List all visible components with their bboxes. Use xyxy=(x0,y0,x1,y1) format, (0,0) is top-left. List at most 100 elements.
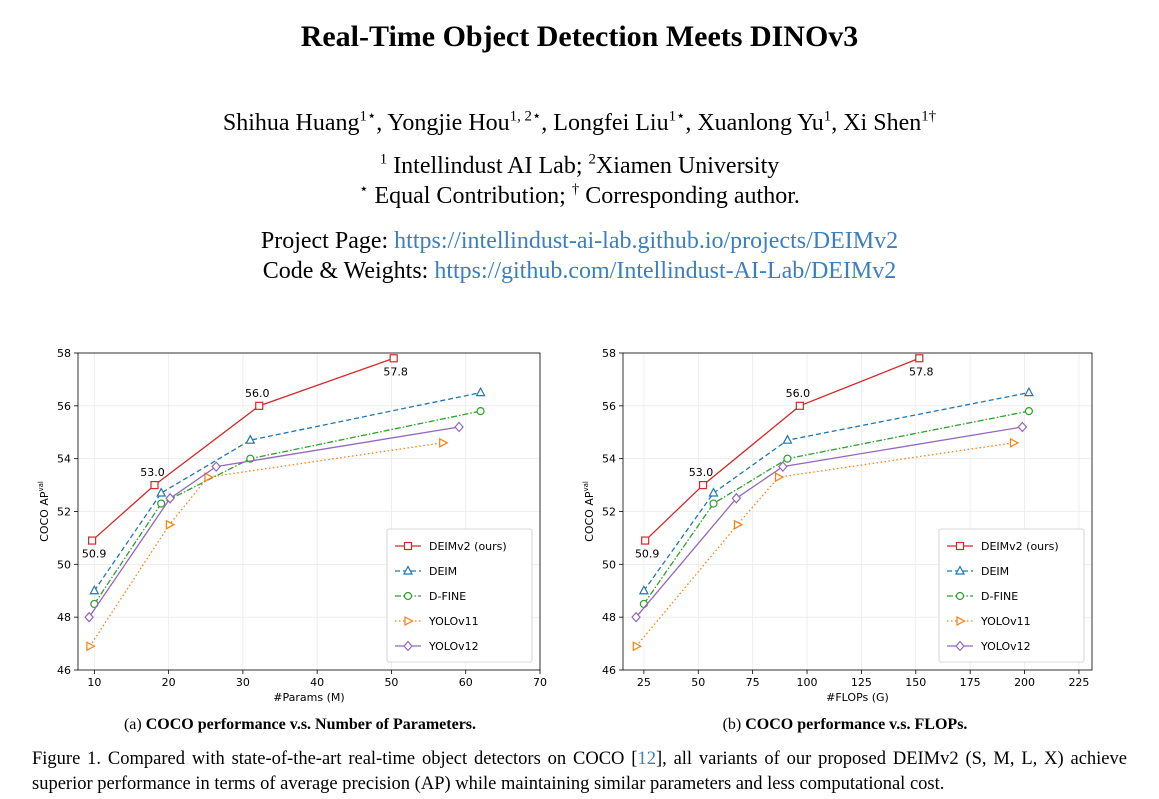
url: https://intellindust-ai-lab.github.io/pr… xyxy=(394,228,899,254)
x-tick-label: 200 xyxy=(1014,676,1035,689)
data-label: 53.0 xyxy=(689,466,714,479)
x-tick-label: 125 xyxy=(851,676,872,689)
marker xyxy=(698,480,708,490)
legend-box xyxy=(386,528,533,663)
marker xyxy=(439,437,449,448)
marker xyxy=(403,591,413,601)
marker xyxy=(1023,386,1034,397)
legend-label: YOLOv12 xyxy=(980,640,1031,653)
legend-label: YOLOv12 xyxy=(428,640,479,653)
marker xyxy=(165,519,176,530)
text: , Longfei Liu xyxy=(541,110,669,136)
marker xyxy=(84,611,94,623)
series-line xyxy=(89,442,443,647)
subfigure-label: (a) xyxy=(123,716,142,733)
marker xyxy=(404,616,414,626)
subfigure-caption: (b) COCO performance v.s. FLOPs. xyxy=(560,716,1130,734)
text: , Xuanlong Yu xyxy=(685,110,824,136)
y-axis-label: COCO APval xyxy=(582,481,596,542)
marker xyxy=(1017,421,1028,433)
marker xyxy=(255,401,264,410)
marker xyxy=(955,565,965,575)
legend-label: DEIMv2 (ours) xyxy=(981,540,1059,553)
text: Shihua Huang xyxy=(222,110,360,136)
y-tick-label: 58 xyxy=(57,347,71,360)
marker xyxy=(211,461,221,472)
y-tick-label: 46 xyxy=(57,664,71,677)
superscript: 1, 2⋆ xyxy=(509,108,542,125)
superscript: 2 xyxy=(588,151,596,168)
x-axis-label: #Params (M) xyxy=(273,691,344,704)
legend-label: DEIM xyxy=(429,565,457,578)
series-line xyxy=(88,426,460,618)
x-tick-label: 10 xyxy=(87,676,101,689)
text: , Yongjie Hou xyxy=(376,110,510,136)
y-tick-label: 46 xyxy=(602,664,616,677)
marker xyxy=(1009,437,1020,448)
marker xyxy=(88,536,97,545)
citation-link: 12 xyxy=(637,749,656,769)
affiliation: 1 Intellindust AI Lab; 2Xiamen Universit… xyxy=(0,151,1159,180)
subfigure-text: COCO performance v.s. FLOPs. xyxy=(745,716,968,733)
legend-label: DEIMv2 (ours) xyxy=(429,540,507,553)
series-line xyxy=(93,410,481,605)
marker xyxy=(403,541,413,551)
legend-label: YOLOv11 xyxy=(980,615,1031,628)
text: Corresponding author. xyxy=(579,183,800,209)
legend-box xyxy=(938,528,1085,663)
marker xyxy=(955,541,965,551)
y-tick-label: 52 xyxy=(602,506,616,519)
marker xyxy=(638,584,649,595)
marker xyxy=(631,611,641,623)
affiliation: ⋆ Equal Contribution; † Corresponding au… xyxy=(0,181,1159,210)
marker xyxy=(783,454,792,463)
series-line xyxy=(643,410,1030,605)
marker xyxy=(86,641,96,652)
x-tick-label: 225 xyxy=(1068,676,1089,689)
y-tick-label: 56 xyxy=(602,400,616,413)
text: Intellindust AI Lab; xyxy=(387,153,589,179)
marker xyxy=(955,640,965,652)
x-tick-label: 50 xyxy=(384,676,398,689)
marker xyxy=(165,492,175,504)
superscript: 1⋆ xyxy=(359,108,377,125)
marker xyxy=(157,499,166,508)
series-line xyxy=(643,391,1030,592)
x-tick-label: 60 xyxy=(459,676,473,689)
series-line xyxy=(635,426,1023,618)
marker xyxy=(709,499,718,508)
marker xyxy=(245,434,256,444)
series-line xyxy=(91,357,394,542)
link-line: Project Page: https://intellindust-ai-la… xyxy=(0,228,1159,255)
data-label: 57.8 xyxy=(383,365,408,378)
text: Figure 1. Compared with state-of-the-art… xyxy=(32,749,638,769)
data-label: 50.9 xyxy=(82,548,107,561)
marker xyxy=(778,461,788,472)
marker xyxy=(639,599,648,609)
link-label: Project Page: xyxy=(260,228,389,254)
y-axis-label-sup: val xyxy=(37,481,45,491)
legend-label: YOLOv11 xyxy=(428,615,479,628)
text: Equal Contribution; xyxy=(368,183,572,209)
marker xyxy=(782,434,793,444)
y-tick-label: 52 xyxy=(57,506,71,519)
superscript: ⋆ xyxy=(359,181,369,198)
marker xyxy=(632,641,643,652)
y-tick-label: 54 xyxy=(602,453,616,466)
superscript: 1† xyxy=(921,108,937,125)
plot-frame xyxy=(77,352,541,671)
x-axis-label: #FLOPs (G) xyxy=(826,691,889,704)
marker xyxy=(733,519,744,530)
marker xyxy=(403,565,413,575)
marker xyxy=(403,640,413,652)
legend-label: D-FINE xyxy=(981,590,1018,603)
x-tick-label: 150 xyxy=(905,676,926,689)
marker xyxy=(150,480,159,490)
x-tick-label: 50 xyxy=(691,676,705,689)
marker xyxy=(89,584,100,595)
y-axis-label-text: COCO AP xyxy=(583,491,596,542)
marker xyxy=(475,386,486,397)
paper-title: Real-Time Object Detection Meets DINOv3 xyxy=(300,20,859,53)
x-tick-label: 25 xyxy=(637,676,651,689)
